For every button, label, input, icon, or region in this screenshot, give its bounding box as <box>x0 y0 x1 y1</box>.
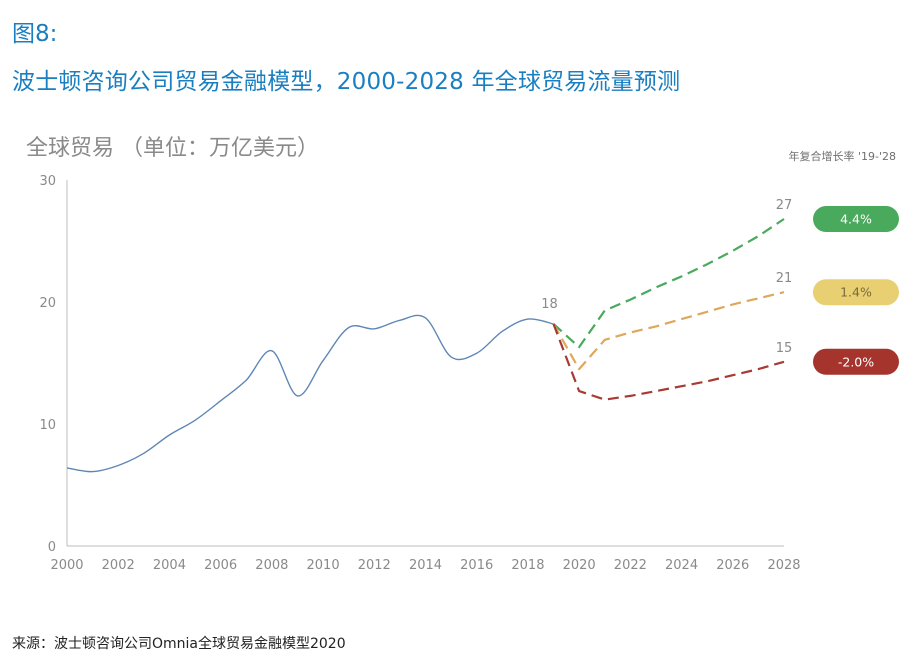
x-tick-label: 2012 <box>358 558 391 573</box>
y-tick-label: 20 <box>39 296 56 311</box>
series-line-historical <box>66 314 554 473</box>
figure-label: 图8: <box>12 21 58 47</box>
x-tick-label: 2008 <box>255 558 288 573</box>
cagr-badge-scenario-low <box>813 348 899 375</box>
x-tick-label: 2018 <box>511 558 544 573</box>
source-note: 来源：波士顿咨询公司Omnia全球贸易金融模型2020 <box>12 636 346 652</box>
x-tick-label: 2024 <box>665 558 698 573</box>
figure-title: 波士顿咨询公司贸易金融模型，2000-2028 年全球贸易流量预测 <box>12 69 681 95</box>
cagr-badge-scenario-high <box>813 206 899 233</box>
cagr-badge-label: 4.4% <box>840 212 872 227</box>
cagr-badge-label: -2.0% <box>838 354 874 369</box>
y-tick-label: 0 <box>48 540 56 555</box>
x-tick-label: 2028 <box>767 558 800 573</box>
x-tick-label: 2022 <box>614 558 647 573</box>
series-line-scenario-mid <box>552 291 785 371</box>
x-tick-label: 2006 <box>204 558 237 573</box>
cagr-badge-scenario-mid <box>813 279 899 306</box>
end-value-label: 27 <box>776 198 793 213</box>
series-line-scenario-low <box>552 323 785 401</box>
cagr-badge-label: 1.4% <box>840 285 872 300</box>
x-tick-label: 2014 <box>409 558 442 573</box>
trade-flow-chart: 全球贸易 （单位：万亿美元） 年复合增长率 '19-'28 0 10 20 30 20… <box>26 136 899 573</box>
chart-subtitle: 全球贸易 （单位：万亿美元） <box>26 136 319 161</box>
x-tick-label: 2002 <box>102 558 135 573</box>
x-tick-label: 2000 <box>50 558 83 573</box>
x-tick-label: 2004 <box>153 558 186 573</box>
x-tick-label: 2020 <box>563 558 596 573</box>
x-tick-label: 2010 <box>307 558 340 573</box>
end-value-label: 15 <box>776 341 793 356</box>
x-tick-label: 2016 <box>460 558 493 573</box>
end-value-label: 21 <box>776 271 793 286</box>
annotation-2019-value: 18 <box>541 297 558 312</box>
y-tick-label: 10 <box>39 418 56 433</box>
cagr-header: 年复合增长率 '19-'28 <box>788 149 896 163</box>
series-line-scenario-high <box>552 218 785 349</box>
y-tick-label: 30 <box>39 174 56 189</box>
x-tick-label: 2026 <box>716 558 749 573</box>
